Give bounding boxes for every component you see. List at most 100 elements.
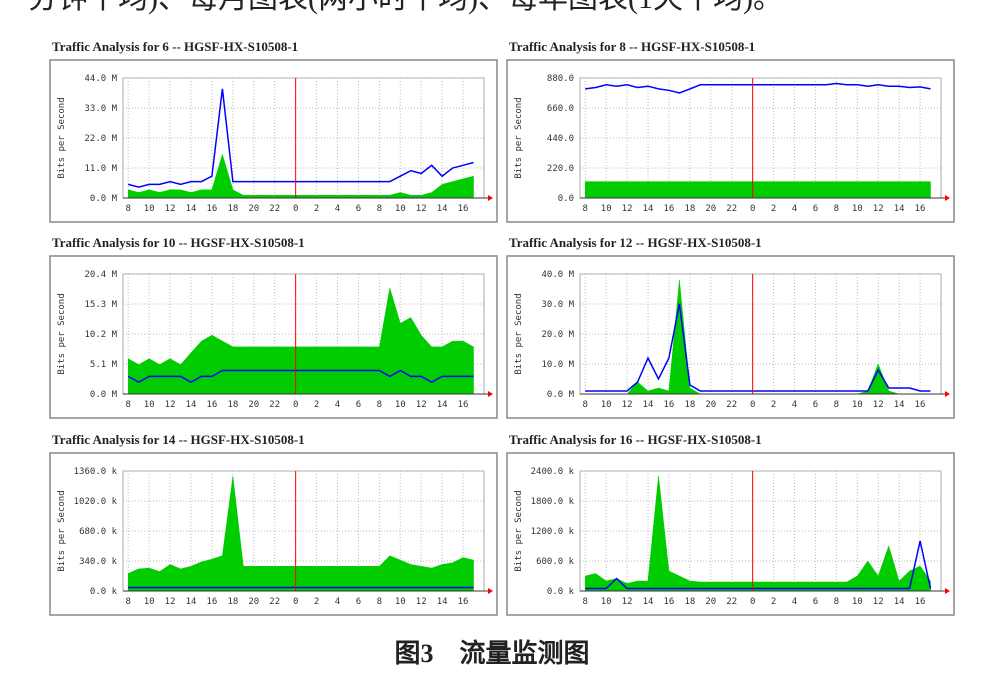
x-tick-label: 4	[792, 400, 797, 410]
x-tick-label: 0	[750, 204, 755, 214]
axis-arrow	[488, 588, 493, 594]
x-tick-label: 8	[126, 597, 131, 607]
x-tick-label: 10	[144, 597, 155, 607]
y-tick-label: 22.0 M	[84, 134, 117, 144]
x-tick-label: 2	[314, 400, 319, 410]
x-tick-label: 22	[269, 597, 280, 607]
x-tick-label: 16	[458, 400, 469, 410]
x-tick-label: 10	[144, 400, 155, 410]
x-tick-label: 14	[894, 400, 905, 410]
x-tick-label: 8	[126, 204, 131, 214]
x-tick-label: 22	[726, 597, 737, 607]
axis-arrow	[488, 391, 493, 397]
x-tick-label: 22	[269, 400, 280, 410]
y-tick-label: 660.0	[547, 104, 574, 114]
x-tick-label: 14	[643, 597, 654, 607]
x-tick-label: 10	[395, 204, 406, 214]
chart-title: Traffic Analysis for 8 -- HGSF-HX-S10508…	[509, 39, 755, 54]
y-tick-label: 0.0 M	[90, 390, 118, 400]
x-tick-label: 16	[915, 400, 926, 410]
y-tick-label: 880.0	[547, 74, 574, 84]
y-tick-label: 1020.0 k	[74, 497, 118, 507]
x-tick-label: 10	[601, 400, 612, 410]
traffic-area	[584, 475, 931, 592]
x-tick-label: 10	[395, 597, 406, 607]
x-tick-label: 18	[227, 204, 238, 214]
traffic-line	[585, 303, 931, 392]
x-tick-label: 4	[335, 204, 340, 214]
y-tick-label: 15.3 M	[84, 300, 117, 310]
y-tick-label: 0.0 k	[547, 587, 575, 597]
x-tick-label: 20	[248, 400, 259, 410]
x-tick-label: 6	[356, 597, 361, 607]
x-tick-label: 2	[771, 400, 776, 410]
chart-title: Traffic Analysis for 6 -- HGSF-HX-S10508…	[52, 39, 298, 54]
x-tick-label: 6	[813, 400, 818, 410]
y-tick-label: 0.0	[558, 194, 574, 204]
x-tick-label: 12	[165, 400, 176, 410]
y-axis-label: Bits per Second	[57, 293, 67, 374]
y-tick-label: 0.0 k	[90, 587, 118, 597]
y-axis-label: Bits per Second	[514, 97, 524, 178]
y-tick-label: 40.0 M	[541, 270, 574, 280]
x-tick-label: 18	[227, 400, 238, 410]
x-tick-label: 10	[852, 204, 863, 214]
x-tick-label: 18	[684, 400, 695, 410]
y-tick-label: 5.1 M	[90, 360, 118, 370]
x-tick-label: 12	[165, 597, 176, 607]
y-tick-label: 20.4 M	[84, 270, 117, 280]
y-tick-label: 33.0 M	[84, 104, 117, 114]
y-tick-label: 440.0	[547, 134, 574, 144]
x-tick-label: 18	[684, 204, 695, 214]
y-tick-label: 1360.0 k	[74, 467, 118, 477]
y-tick-label: 11.0 M	[84, 164, 117, 174]
traffic-line	[128, 88, 474, 188]
x-tick-label: 2	[771, 204, 776, 214]
x-tick-label: 4	[335, 400, 340, 410]
x-tick-label: 16	[915, 204, 926, 214]
y-tick-label: 220.0	[547, 164, 574, 174]
y-axis-label: Bits per Second	[57, 490, 67, 571]
y-tick-label: 340.0 k	[79, 557, 118, 567]
x-tick-label: 12	[622, 400, 633, 410]
y-tick-label: 10.0 M	[541, 360, 574, 370]
x-tick-label: 16	[458, 597, 469, 607]
x-tick-label: 22	[726, 400, 737, 410]
y-tick-label: 30.0 M	[541, 300, 574, 310]
x-tick-label: 8	[377, 597, 382, 607]
x-tick-label: 22	[269, 204, 280, 214]
x-tick-label: 14	[643, 204, 654, 214]
x-tick-label: 14	[894, 204, 905, 214]
traffic-line	[585, 540, 932, 590]
x-tick-label: 0	[293, 400, 298, 410]
x-tick-label: 18	[684, 597, 695, 607]
x-tick-label: 8	[583, 597, 588, 607]
x-tick-label: 20	[248, 597, 259, 607]
figure-caption: 图3 流量监测图	[394, 639, 589, 668]
x-tick-label: 20	[248, 204, 259, 214]
x-tick-label: 12	[873, 204, 884, 214]
y-tick-label: 44.0 M	[84, 74, 117, 84]
x-tick-label: 8	[377, 400, 382, 410]
y-tick-label: 0.0 M	[547, 390, 575, 400]
traffic-area	[127, 153, 474, 199]
x-tick-label: 20	[705, 597, 716, 607]
x-tick-label: 16	[664, 597, 675, 607]
x-tick-label: 6	[356, 204, 361, 214]
x-tick-label: 8	[834, 204, 839, 214]
x-tick-label: 20	[705, 400, 716, 410]
x-tick-label: 14	[894, 597, 905, 607]
y-tick-label: 20.0 M	[541, 330, 574, 340]
traffic-area	[584, 181, 931, 199]
y-axis-label: Bits per Second	[514, 490, 524, 571]
x-tick-label: 14	[186, 400, 197, 410]
x-tick-label: 12	[622, 597, 633, 607]
body-text: 分钟平均)、每月图表(两小时平均)、每年图表(1天平均)。	[28, 0, 783, 15]
x-tick-label: 10	[601, 597, 612, 607]
x-tick-label: 6	[813, 597, 818, 607]
x-tick-label: 4	[792, 597, 797, 607]
axis-arrow	[945, 391, 950, 397]
y-axis-label: Bits per Second	[57, 97, 67, 178]
